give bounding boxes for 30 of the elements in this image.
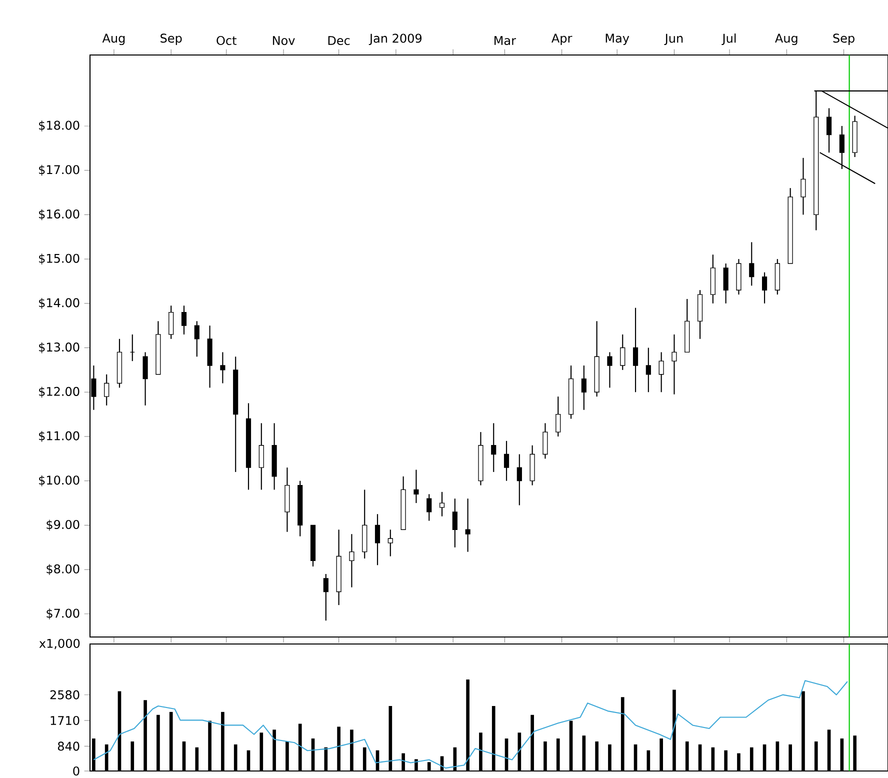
x-tick-label: Jan 2009: [368, 34, 422, 46]
y-tick-label: $8.00: [46, 564, 80, 576]
y-tick-label: $10.00: [39, 475, 80, 486]
x-tick-label: Oct: [216, 36, 236, 46]
y-tick-label: 840: [58, 742, 80, 751]
x-tick-label: Sep: [833, 34, 854, 46]
y-tick-label: $17.00: [39, 164, 80, 176]
y-tick-label: 0: [73, 766, 80, 776]
y-tick-label: $7.00: [46, 608, 80, 620]
y-tick-label: $11.00: [39, 431, 80, 442]
x-tick-label: Apr: [552, 34, 572, 46]
x-tick-label: Aug: [775, 34, 798, 46]
x-tick-label: Dec: [328, 36, 350, 46]
y-tick-label: 1710: [50, 716, 80, 726]
x-tick-label: May: [606, 34, 630, 46]
x-tick-label: Jul: [722, 34, 736, 46]
y-tick-label: $14.00: [39, 298, 80, 309]
x-tick-label: Aug: [102, 34, 125, 46]
y-tick-label: 2580: [50, 690, 80, 700]
y-tick-label: $18.00: [39, 120, 80, 132]
y-tick-label: $9.00: [46, 520, 80, 531]
y-tick-label: $15.00: [39, 254, 80, 264]
x-tick-label: Mar: [494, 36, 516, 46]
x-tick-label: Nov: [272, 36, 295, 46]
x-tick-label: Sep: [160, 34, 182, 46]
y-axis-title: x1,000: [39, 638, 80, 650]
y-tick-label: $13.00: [39, 342, 80, 354]
y-tick-label: $12.00: [39, 386, 80, 398]
y-tick-label: $16.00: [39, 209, 80, 220]
x-tick-label: Jun: [664, 34, 683, 46]
